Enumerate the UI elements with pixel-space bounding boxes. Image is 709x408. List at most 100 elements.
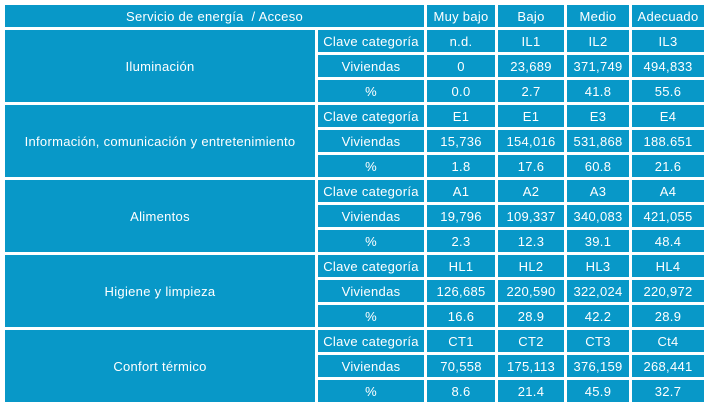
table-row: Viviendas 15,736 154,016 531,868 188.651	[5, 130, 705, 152]
value-cell: 268,441	[632, 355, 705, 377]
value-cell: 39.1	[567, 230, 630, 252]
metric-label-cell: %	[318, 155, 425, 177]
value-cell: 0.0	[427, 80, 496, 102]
metric-label-cell: Viviendas	[318, 280, 425, 302]
value-cell: 17.6	[498, 155, 565, 177]
table-row: % 2.3 12.3 39.1 48.4	[5, 230, 705, 252]
group-alimentos: Alimentos Clave categoría A1 A2 A3 A4 Vi…	[5, 180, 705, 252]
value-cell: 126,685	[427, 280, 496, 302]
value-cell: 41.8	[567, 80, 630, 102]
table-row: Confort térmico Clave categoría CT1 CT2 …	[5, 330, 705, 402]
value-cell: 1.8	[427, 155, 496, 177]
value-cell: 28.9	[632, 305, 705, 327]
value-cell: 21.6	[632, 155, 705, 177]
value-cell: 0	[427, 55, 496, 77]
metric-label-cell: Clave categoría	[318, 255, 425, 277]
value-cell: 12.3	[498, 230, 565, 252]
value-cell: 340,083	[567, 205, 630, 227]
metric-label-cell: Clave categoría	[318, 180, 425, 202]
value-cell: 42.2	[567, 305, 630, 327]
group-confort-termico: Confort térmico Clave categoría CT1 CT2 …	[5, 330, 705, 402]
value-cell: E4	[632, 105, 705, 127]
value-cell: 2.7	[498, 80, 565, 102]
col-header-muy-bajo: Muy bajo	[427, 5, 496, 27]
metric-label-cell: %	[318, 380, 425, 402]
value-cell: 55.6	[632, 80, 705, 102]
metric-label-cell: %	[318, 230, 425, 252]
value-cell: 421,055	[632, 205, 705, 227]
col-header-adecuado: Adecuado	[632, 5, 705, 27]
value-cell: CT2	[498, 330, 565, 352]
value-cell: HL1	[427, 255, 496, 277]
value-cell: 371,749	[567, 55, 630, 77]
value-cell: 220,590	[498, 280, 565, 302]
table-row: % 0.0 2.7 41.8 55.6	[5, 80, 705, 102]
value-cell: 23,689	[498, 55, 565, 77]
value-cell: CT1	[427, 330, 496, 352]
table-row: % 16.6 28.9 42.2 28.9	[5, 305, 705, 327]
value-cell: 494,833	[632, 55, 705, 77]
value-cell: 28.9	[498, 305, 565, 327]
value-cell: 15,736	[427, 130, 496, 152]
table-row: % 8.6 21.4 45.9 32.7	[5, 380, 705, 402]
value-cell: 188.651	[632, 130, 705, 152]
table-row: Viviendas 126,685 220,590 322,024 220,97…	[5, 280, 705, 302]
value-cell: Ct4	[632, 330, 705, 352]
value-cell: 21.4	[498, 380, 565, 402]
table-row: Viviendas 70,558 175,113 376,159 268,441	[5, 355, 705, 377]
value-cell: IL1	[498, 30, 565, 52]
metric-label-cell: Clave categoría	[318, 30, 425, 52]
value-cell: 175,113	[498, 355, 565, 377]
metric-label-cell: %	[318, 305, 425, 327]
service-name-cell: Higiene y limpieza	[5, 255, 315, 327]
value-cell: CT3	[567, 330, 630, 352]
value-cell: 531,868	[567, 130, 630, 152]
metric-label-cell: %	[318, 80, 425, 102]
metric-label-cell: Viviendas	[318, 205, 425, 227]
value-cell: A2	[498, 180, 565, 202]
value-cell: n.d.	[427, 30, 496, 52]
value-cell: A1	[427, 180, 496, 202]
value-cell: 48.4	[632, 230, 705, 252]
metric-label-cell: Clave categoría	[318, 330, 425, 352]
value-cell: 32.7	[632, 380, 705, 402]
value-cell: 60.8	[567, 155, 630, 177]
table-row: Higiene y limpieza Clave categoría HL1 H…	[5, 255, 705, 327]
header-row: Servicio de energía / Acceso Muy bajo Ba…	[5, 5, 705, 27]
table-row: Información, comunicación y entretenimie…	[5, 105, 705, 177]
metric-label-cell: Viviendas	[318, 130, 425, 152]
table-row: Iluminación Clave categoría n.d. IL1 IL2…	[5, 30, 705, 102]
value-cell: E3	[567, 105, 630, 127]
value-cell: 8.6	[427, 380, 496, 402]
value-cell: E1	[427, 105, 496, 127]
value-cell: 220,972	[632, 280, 705, 302]
value-cell: E1	[498, 105, 565, 127]
col-header-service-access: Servicio de energía / Acceso	[5, 5, 425, 27]
value-cell: IL3	[632, 30, 705, 52]
group-informacion-comunicacion: Información, comunicación y entretenimie…	[5, 105, 705, 177]
service-name-cell: Información, comunicación y entretenimie…	[5, 105, 315, 177]
table-row: Alimentos Clave categoría A1 A2 A3 A4	[5, 180, 705, 252]
service-name-cell: Iluminación	[5, 30, 315, 102]
metric-label-cell: Viviendas	[318, 355, 425, 377]
value-cell: A3	[567, 180, 630, 202]
service-name-cell: Alimentos	[5, 180, 315, 252]
value-cell: 376,159	[567, 355, 630, 377]
value-cell: 16.6	[427, 305, 496, 327]
value-cell: A4	[632, 180, 705, 202]
value-cell: 2.3	[427, 230, 496, 252]
table-row: Viviendas 19,796 109,337 340,083 421,055	[5, 205, 705, 227]
value-cell: 19,796	[427, 205, 496, 227]
group-higiene-limpieza: Higiene y limpieza Clave categoría HL1 H…	[5, 255, 705, 327]
value-cell: 45.9	[567, 380, 630, 402]
group-iluminacion: Iluminación Clave categoría n.d. IL1 IL2…	[5, 30, 705, 102]
metric-label-cell: Viviendas	[318, 55, 425, 77]
col-header-bajo: Bajo	[498, 5, 565, 27]
value-cell: HL3	[567, 255, 630, 277]
value-cell: 70,558	[427, 355, 496, 377]
metric-label-cell: Clave categoría	[318, 105, 425, 127]
value-cell: HL4	[632, 255, 705, 277]
service-name-cell: Confort térmico	[5, 330, 315, 402]
value-cell: IL2	[567, 30, 630, 52]
